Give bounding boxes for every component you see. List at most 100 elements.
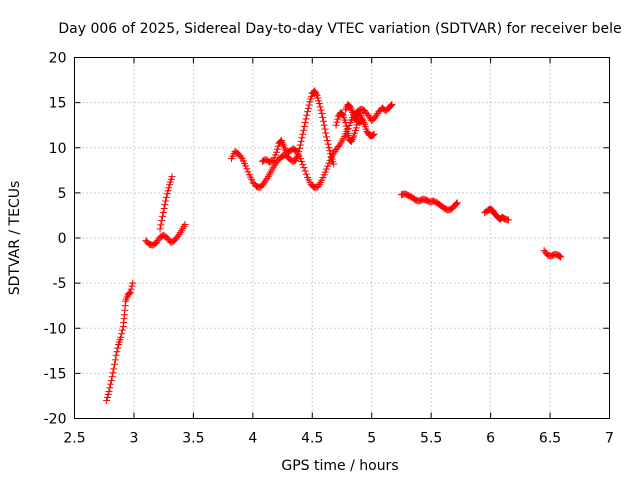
- data-point: [273, 145, 281, 153]
- data-point: [105, 387, 113, 395]
- data-point: [273, 148, 281, 156]
- data-point: [237, 153, 245, 161]
- data-point: [452, 201, 460, 209]
- data-point: [555, 252, 563, 260]
- x-tick-label: 5.5: [420, 431, 442, 447]
- data-point: [357, 111, 365, 119]
- data-point: [349, 109, 357, 117]
- data-point: [157, 221, 165, 229]
- data-point: [302, 115, 310, 123]
- data-point: [127, 285, 135, 293]
- data-point: [320, 121, 328, 129]
- data-point: [118, 330, 126, 338]
- data-point: [301, 118, 309, 126]
- data-point: [244, 168, 252, 176]
- x-tick-labels: 2.5 3 3.5 4 4.5 5 5.5 6 6.5 7: [63, 431, 614, 447]
- x-tick-label: 3.5: [182, 431, 204, 447]
- data-point: [125, 290, 133, 298]
- data-point: [349, 110, 357, 118]
- y-tick-label: -5: [53, 276, 67, 292]
- data-point: [328, 151, 336, 159]
- data-point: [330, 149, 338, 157]
- data-point: [270, 162, 278, 170]
- data-point: [165, 184, 173, 192]
- data-point: [330, 160, 338, 168]
- data-point: [325, 144, 333, 152]
- data-point: [333, 118, 341, 126]
- data-point: [114, 344, 122, 352]
- data-point: [557, 253, 565, 261]
- data-point: [345, 101, 353, 109]
- data-point: [348, 136, 356, 144]
- data-point: [298, 158, 306, 166]
- x-tick-label: 4: [248, 431, 257, 447]
- data-point: [343, 126, 351, 134]
- data-point: [117, 333, 125, 341]
- data-point: [110, 365, 118, 373]
- data-point: [153, 239, 161, 247]
- data-point: [311, 88, 319, 96]
- data-point: [176, 229, 184, 237]
- data-point: [349, 134, 357, 142]
- data-point: [175, 230, 183, 238]
- data-point: [301, 167, 309, 175]
- data-point: [277, 137, 285, 145]
- data-point: [159, 208, 167, 216]
- data-point: [156, 225, 164, 233]
- data-point: [128, 282, 136, 290]
- data-point: [181, 220, 189, 228]
- data-point: [319, 117, 327, 125]
- data-point: [163, 190, 171, 198]
- data-point: [126, 288, 134, 296]
- data-point: [357, 118, 365, 126]
- data-point: [318, 109, 326, 117]
- y-tick-label: 20: [49, 51, 67, 67]
- data-point: [348, 107, 356, 115]
- data-point: [321, 168, 329, 176]
- data-point: [109, 369, 117, 377]
- y-tick-label: 5: [58, 186, 67, 202]
- data-point: [292, 156, 300, 164]
- data-point: [106, 384, 114, 392]
- data-point: [321, 125, 329, 133]
- data-point: [338, 109, 346, 117]
- data-point: [338, 110, 346, 118]
- data-point: [388, 100, 396, 108]
- data-point: [504, 216, 512, 224]
- chart-title: Day 006 of 2025, Sidereal Day-to-day VTE…: [58, 21, 621, 37]
- data-point: [107, 377, 115, 385]
- data-point: [260, 180, 268, 188]
- data-point: [370, 130, 378, 138]
- data-point: [304, 104, 312, 112]
- data-point: [371, 113, 379, 121]
- data-point: [103, 396, 111, 404]
- data-point: [300, 122, 308, 130]
- x-axis-label: GPS time / hours: [281, 458, 398, 474]
- data-point: [342, 118, 350, 126]
- data-point: [242, 162, 250, 170]
- data-point: [111, 360, 119, 368]
- y-tick-label: -20: [44, 412, 67, 428]
- data-point: [324, 162, 332, 170]
- data-points: [103, 87, 565, 404]
- data-point: [300, 126, 308, 134]
- data-point: [365, 113, 373, 121]
- data-point: [299, 161, 307, 169]
- data-point: [556, 252, 564, 260]
- data-point: [296, 155, 304, 163]
- data-point: [162, 193, 170, 201]
- data-point: [315, 100, 323, 108]
- data-point: [174, 232, 182, 240]
- y-tick-label: -10: [44, 321, 67, 337]
- data-point: [108, 373, 116, 381]
- data-point: [261, 178, 269, 186]
- data-point: [322, 129, 330, 137]
- data-point: [161, 201, 169, 209]
- data-point: [303, 111, 311, 119]
- data-point: [311, 87, 319, 95]
- data-point: [342, 122, 350, 130]
- data-point: [154, 237, 162, 245]
- data-point: [387, 101, 395, 109]
- data-point: [279, 140, 287, 148]
- data-point: [357, 117, 365, 125]
